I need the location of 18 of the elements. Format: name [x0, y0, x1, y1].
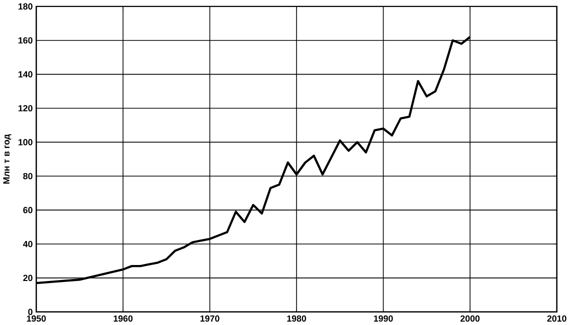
x-tick-label: 1990 [374, 315, 393, 322]
y-tick-label: 80 [23, 172, 32, 180]
y-tick-label: 180 [18, 3, 32, 10]
y-tick-label: 60 [23, 206, 32, 214]
y-tick-label: 40 [23, 240, 32, 248]
y-tick-label: 100 [18, 139, 32, 146]
x-tick-label: 1950 [26, 315, 46, 322]
x-tick-label: 2010 [547, 315, 566, 322]
y-tick-label: 140 [18, 71, 32, 78]
y-tick-label: 0 [28, 308, 32, 316]
y-tick-label: 120 [18, 105, 32, 112]
x-tick-label: 1980 [287, 315, 306, 322]
x-tick-label: 1960 [114, 315, 133, 322]
y-tick-label: 160 [18, 37, 32, 44]
x-tick-label: 1970 [200, 315, 220, 322]
x-tick-label: 2000 [460, 315, 480, 322]
y-axis-title: Млн т в год [3, 134, 12, 184]
y-tick-label: 20 [23, 274, 32, 282]
